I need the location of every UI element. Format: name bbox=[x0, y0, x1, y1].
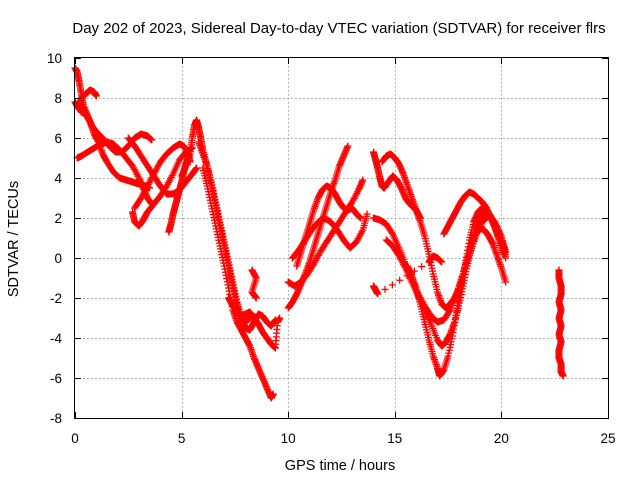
y-tick-label: 0 bbox=[54, 251, 62, 266]
data-point bbox=[410, 267, 418, 275]
series-arc-r bbox=[369, 148, 424, 222]
data-point bbox=[193, 164, 201, 172]
series-arc-l bbox=[225, 294, 284, 352]
y-axis-label: SDTVAR / TECUs bbox=[6, 181, 22, 297]
data-point bbox=[403, 272, 411, 280]
data-point bbox=[418, 263, 426, 271]
data-point bbox=[388, 281, 396, 289]
axis-ticks: 0 5 10 15 20 25 -8 -6 -4 -2 0 2 4 6 8 10 bbox=[47, 51, 616, 446]
chart-title: Day 202 of 2023, Sidereal Day-to-day VTE… bbox=[72, 20, 605, 37]
y-tick-label: -2 bbox=[50, 291, 62, 306]
series-arc-u bbox=[382, 224, 510, 350]
x-tick-label: 10 bbox=[281, 431, 296, 446]
y-tick-label: 6 bbox=[54, 131, 62, 146]
series-arc-j bbox=[195, 138, 279, 334]
data-point bbox=[269, 390, 277, 398]
series-arc-o bbox=[284, 176, 367, 290]
data-point bbox=[502, 254, 510, 262]
data-point bbox=[148, 136, 156, 144]
x-tick-label: 20 bbox=[494, 431, 509, 446]
series-arc-m bbox=[248, 266, 260, 302]
data-point bbox=[438, 258, 446, 266]
data-point bbox=[252, 294, 260, 302]
series-arc-t bbox=[369, 212, 510, 326]
data-point bbox=[381, 285, 389, 293]
x-axis-label: GPS time / hours bbox=[285, 458, 395, 474]
y-tick-label: 4 bbox=[54, 171, 62, 186]
y-tick-label: -8 bbox=[50, 411, 62, 426]
x-tick-label: 15 bbox=[387, 431, 402, 446]
data-point bbox=[445, 307, 453, 315]
data-points bbox=[71, 64, 567, 402]
plot-area-frame bbox=[74, 57, 609, 419]
y-tick-label: 8 bbox=[54, 91, 62, 106]
y-tick-label: 2 bbox=[54, 211, 62, 226]
data-point bbox=[92, 92, 100, 100]
series-arc-y bbox=[555, 266, 567, 380]
series-arc-q bbox=[293, 182, 365, 270]
y-tick-label: -4 bbox=[50, 331, 62, 346]
series-arc-c bbox=[75, 86, 100, 110]
data-point bbox=[559, 372, 567, 380]
x-tick-label: 25 bbox=[600, 431, 615, 446]
data-point bbox=[276, 314, 284, 322]
data-point bbox=[344, 142, 352, 150]
data-point bbox=[502, 278, 510, 286]
data-point bbox=[357, 214, 365, 222]
y-tick-label: -6 bbox=[50, 371, 62, 386]
y-tick-label: 10 bbox=[47, 51, 62, 66]
series-arc-w bbox=[440, 188, 510, 262]
x-tick-label: 5 bbox=[178, 431, 186, 446]
series-arc-g bbox=[131, 140, 194, 212]
grid bbox=[75, 58, 608, 418]
data-point bbox=[374, 290, 382, 298]
data-point bbox=[359, 176, 367, 184]
data-point bbox=[363, 210, 371, 218]
data-point bbox=[396, 276, 404, 284]
series-arc-x bbox=[369, 252, 446, 298]
x-tick-label: 0 bbox=[71, 431, 79, 446]
series-arc-k bbox=[199, 164, 277, 402]
